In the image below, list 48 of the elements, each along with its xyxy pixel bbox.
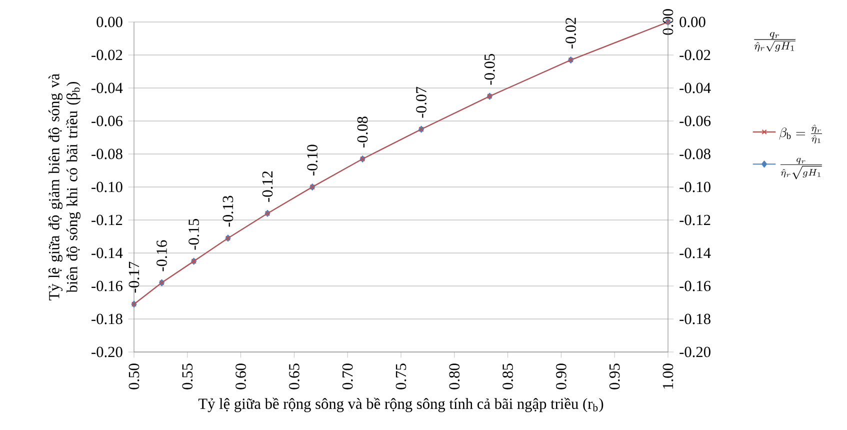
x-tick-label: 0.80 [449,364,460,390]
y-tick-label: -0.02 [92,50,122,60]
y2-tick-label: -0.20 [680,346,710,358]
y2-tick-label: -0.16 [680,280,711,292]
y-tick-label: -0.06 [92,116,122,126]
y2-tick-label: -0.06 [680,116,711,126]
data-label: -0.13 [222,196,234,227]
data-label: -0.12 [262,171,273,202]
x-tick-label: 0.95 [609,364,620,390]
y-tick-label: -0.16 [92,280,122,292]
data-label: -0.08 [357,116,368,148]
x-tick-label: 0.55 [182,364,193,390]
data-label: -0.17 [128,262,140,293]
x-tick-label: 0.75 [396,364,406,390]
y2-tick-label: -0.08 [680,148,710,160]
data-label: -0.02 [566,18,576,48]
x-tick-label: 0.50 [128,364,140,390]
y-tick-label: -0.14 [92,248,123,258]
x-tick-label: 1.00 [662,364,674,389]
y-tick-label: 0.00 [96,16,122,28]
y-tick-label: -0.12 [92,214,122,226]
y2-tick-label: -0.14 [680,248,711,258]
data-label: -0.10 [307,144,318,176]
data-label: -0.07 [416,86,426,118]
y2-axis-title: $\frac{q_r}{\hat{\eta}_r \sqrt{gH_1}}$ [754,32,796,52]
y-tick-label: -0.18 [92,314,122,324]
x-tick-label: 0.65 [289,364,300,390]
y2-tick-label: -0.10 [680,182,710,192]
y-tick-label: -0.04 [92,82,123,94]
y2-tick-label: -0.12 [680,214,710,226]
data-label: -0.05 [484,54,495,85]
legend-label: $\frac{q_r}{\hat{\eta}_r \sqrt{gH_1}}$ [780,158,822,180]
x-axis-title: Tỷ lệ giữa bề rộng sông và bề rộng sông tính cả bãi ngập triều (r$_{b}$) [198,398,604,412]
y-axis-title: Tỷ lệ giữa độ giảm biên độ sóng và biên độ sóng khi có bãi triều (β$_{b}$) [48,74,80,300]
y2-tick-label: -0.04 [680,82,711,94]
y-tick-label: -0.10 [92,182,122,192]
x-tick-label: 0.85 [502,364,513,390]
y-tick-label: -0.20 [92,346,122,358]
y2-tick-label: 0.00 [680,16,706,28]
data-label: -0.16 [156,240,167,272]
legend-label: $\beta_{\mathrm{b}} = \frac{\hat{\eta}_r}{\hat{\eta}_1}$ [779,124,822,144]
y2-tick-label: -0.02 [680,50,710,60]
data-label: -0.15 [188,218,200,250]
y2-tick-label: -0.18 [680,314,710,324]
y-tick-label: -0.08 [92,148,122,160]
x-tick-label: 0.60 [236,364,246,390]
x-tick-label: 0.70 [342,364,353,390]
x-tick-label: 0.90 [556,364,566,390]
